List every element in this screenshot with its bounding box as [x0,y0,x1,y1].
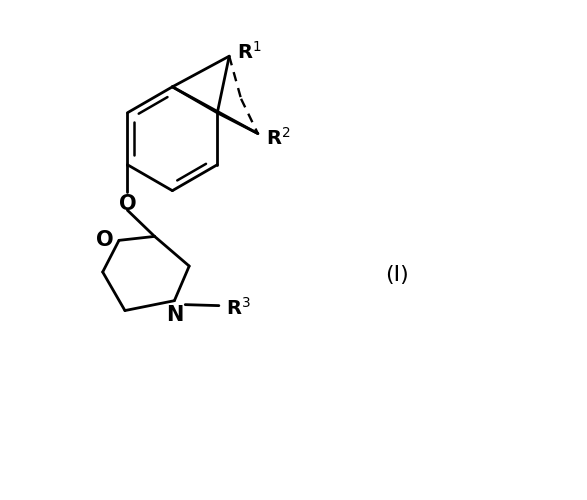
Text: N: N [166,304,183,324]
Text: $\mathbf{R}^3$: $\mathbf{R}^3$ [226,297,251,319]
Text: $\mathbf{R}^2$: $\mathbf{R}^2$ [266,126,290,148]
Text: O: O [96,230,114,250]
Text: $\mathbf{R}^1$: $\mathbf{R}^1$ [237,42,262,63]
Text: (I): (I) [386,264,409,284]
Text: O: O [119,194,136,214]
